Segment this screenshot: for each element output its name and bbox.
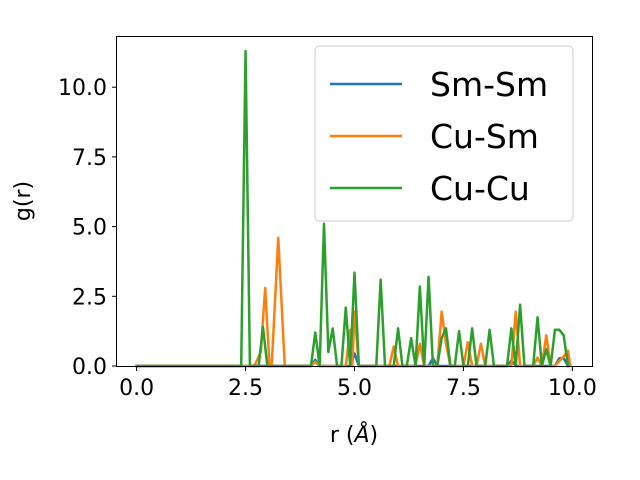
- y-tick-label: 0.0: [72, 355, 107, 380]
- x-tick-label: 10.0: [548, 376, 597, 401]
- legend-label-cu-sm: Cu-Sm: [430, 117, 539, 156]
- x-axis-label-end: ): [370, 423, 379, 448]
- x-axis-label-unit: Å: [352, 421, 369, 448]
- x-tick-label: 0.0: [119, 376, 154, 401]
- y-tick-label: 5.0: [72, 216, 107, 241]
- y-ticks: 0.0 2.5 5.0 7.5 10.0: [58, 76, 117, 380]
- x-tick-label: 5.0: [337, 376, 372, 401]
- legend-label-cu-cu: Cu-Cu: [430, 169, 530, 208]
- x-tick-label: 7.5: [446, 376, 481, 401]
- x-axis-label: r (Å): [330, 421, 378, 448]
- legend-box: [314, 45, 574, 222]
- legend-label-sm-sm: Sm-Sm: [430, 65, 548, 104]
- y-tick-label: 10.0: [58, 76, 107, 101]
- y-tick-label: 2.5: [72, 285, 107, 310]
- x-axis-label-main: r (: [330, 423, 355, 448]
- y-tick-label: 7.5: [72, 146, 107, 171]
- x-tick-label: 2.5: [228, 376, 263, 401]
- y-axis-label: g(r): [11, 181, 36, 221]
- x-ticks: 0.0 2.5 5.0 7.5 10.0: [119, 366, 597, 401]
- legend: Sm-Sm Cu-Sm Cu-Cu: [314, 45, 574, 222]
